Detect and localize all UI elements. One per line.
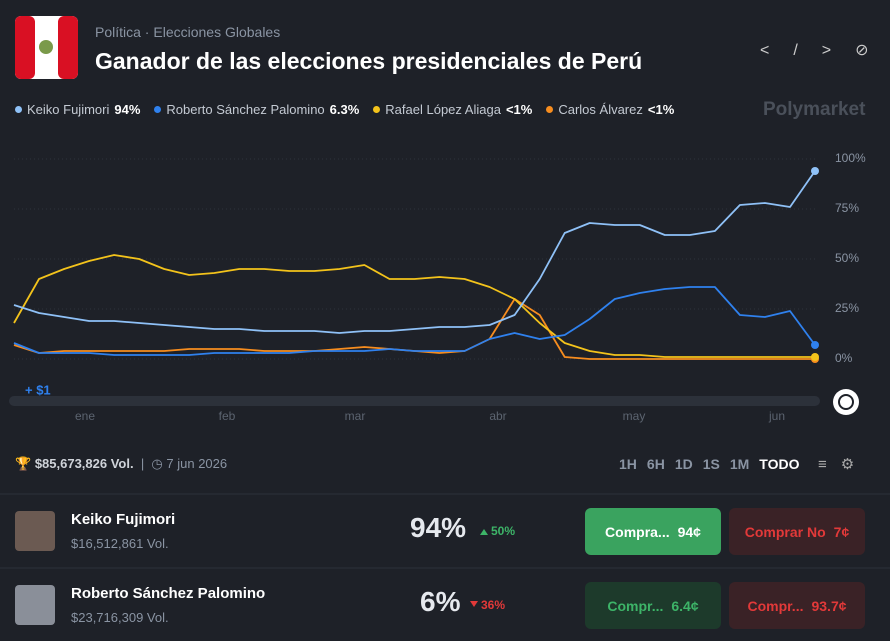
- up-arrow: [480, 529, 488, 535]
- outcome-chance: 6%: [420, 586, 461, 617]
- legend-name: Keiko Fujimori: [27, 102, 110, 117]
- outcome-change: 36%: [481, 598, 506, 612]
- history-icon: [838, 394, 854, 410]
- annotation: + $1: [25, 382, 51, 397]
- y-tick-label: 0%: [835, 351, 853, 365]
- down-arrow: [470, 601, 478, 607]
- x-tick-label: jun: [768, 409, 785, 423]
- legend-name: Roberto Sánchez Palomino: [166, 102, 325, 117]
- legend-swatch: [546, 106, 554, 113]
- total-volume: $85,673,826 Vol.: [34, 456, 134, 471]
- breadcrumb-item[interactable]: Elecciones Globales: [153, 24, 281, 40]
- y-tick-label: 100%: [835, 151, 866, 165]
- outcome-change: 50%: [491, 524, 516, 538]
- outcome-name: Keiko Fujimori: [71, 511, 176, 528]
- series-line: [13, 170, 816, 334]
- outcome-chance: 94%: [410, 512, 467, 543]
- avatar: [15, 511, 55, 551]
- buy-no-price: 93.7¢: [811, 597, 847, 614]
- range-button[interactable]: 1S: [702, 456, 720, 472]
- series-line: [13, 254, 815, 358]
- title: Ganador de las elecciones presidenciales…: [95, 48, 643, 74]
- end-point: [811, 167, 819, 175]
- buy-yes-button[interactable]: Compr... 6.4¢: [585, 582, 721, 629]
- end-point: [811, 341, 819, 349]
- buy-yes-button[interactable]: Compra... 94¢: [585, 508, 721, 555]
- outcome-volume: $23,716,309 Vol.: [71, 610, 169, 625]
- avatar: [15, 585, 55, 625]
- buy-no-label: Compr...: [747, 597, 804, 614]
- legend: Keiko Fujimori 94% Roberto Sánchez Palomin…: [15, 102, 674, 117]
- outcome-name: Roberto Sánchez Palomino: [71, 585, 266, 602]
- outcome-volume: $16,512,861 Vol.: [71, 536, 169, 551]
- range-button[interactable]: 1D: [674, 456, 693, 472]
- history-button[interactable]: [833, 389, 859, 415]
- buy-yes-label: Compra...: [605, 523, 670, 540]
- buy-no-label: Comprar No: [744, 523, 826, 540]
- buy-yes-label: Compr...: [607, 597, 664, 614]
- buy-yes-price: 6.4¢: [671, 597, 699, 614]
- breadcrumb-item[interactable]: Política: [95, 24, 141, 40]
- y-tick-label: 50%: [835, 251, 859, 265]
- range-button[interactable]: 6H: [646, 456, 665, 472]
- flag-emblem: [39, 40, 53, 54]
- legend-item[interactable]: Carlos Álvarez <1%: [546, 102, 674, 117]
- legend-item[interactable]: Keiko Fujimori 94%: [15, 102, 140, 117]
- x-tick-label: feb: [219, 409, 236, 423]
- x-tick-label: mar: [345, 409, 366, 423]
- x-tick-label: ene: [75, 409, 95, 423]
- buy-no-price: 7¢: [833, 523, 850, 540]
- range-selector: 1H 6H 1D 1S 1M TODO: [619, 456, 800, 472]
- volume: 🏆 $85,673,826 Vol. | ◷ 7 jun 2026: [15, 456, 228, 471]
- range-button[interactable]: TODO: [759, 456, 800, 472]
- legend-swatch: [373, 106, 381, 113]
- series-line: [13, 286, 816, 356]
- brand-name: Polymarket: [763, 99, 866, 120]
- x-tick-label: abr: [489, 409, 506, 423]
- legend-swatch: [15, 106, 22, 113]
- end-date: 7 jun 2026: [166, 456, 228, 471]
- buy-yes-price: 94¢: [677, 523, 701, 540]
- legend-name: Carlos Álvarez: [558, 102, 643, 117]
- legend-value: 6.3%: [329, 102, 360, 117]
- flag-stripe: [15, 16, 35, 79]
- y-tick-label: 75%: [835, 201, 859, 215]
- buy-no-button[interactable]: Compr... 93.7¢: [729, 582, 865, 629]
- legend-name: Rafael López Aliaga: [385, 102, 501, 117]
- legend-value: <1%: [647, 102, 675, 117]
- legend-item[interactable]: Roberto Sánchez Palomino 6.3%: [154, 102, 359, 117]
- legend-value: <1%: [505, 102, 533, 117]
- legend-value: 94%: [114, 102, 141, 117]
- range-button[interactable]: 1M: [729, 456, 750, 472]
- chart-settings[interactable]: ≡⚙: [818, 456, 869, 473]
- header-icons[interactable]: </>⊘▯: [760, 42, 890, 59]
- breadcrumb: Política · Elecciones Globales: [95, 24, 281, 40]
- x-tick-label: may: [623, 409, 646, 423]
- legend-swatch: [154, 106, 162, 113]
- flag-stripe: [58, 16, 78, 79]
- range-button[interactable]: 1H: [619, 456, 637, 472]
- y-tick-label: 25%: [835, 301, 859, 315]
- brand: Polymarket: [735, 99, 865, 121]
- legend-item[interactable]: Rafael López Aliaga <1%: [373, 102, 532, 117]
- end-point: [811, 353, 819, 361]
- buy-no-button[interactable]: Comprar No 7¢: [729, 508, 865, 555]
